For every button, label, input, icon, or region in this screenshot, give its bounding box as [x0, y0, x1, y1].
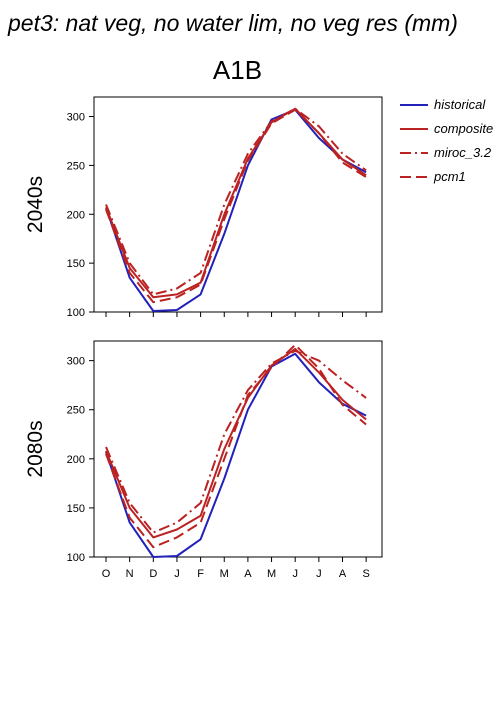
- x-tick-label: O: [102, 568, 111, 580]
- y-tick-label: 200: [67, 454, 85, 466]
- series-line-composite: [105, 347, 367, 539]
- x-tick-label: J: [316, 568, 322, 580]
- panel-2080s: 100 150 200 250 300 O N D J F M A M J J A S 2080s: [24, 340, 383, 580]
- panel-label: 2080s: [24, 420, 47, 477]
- y-tick-label: 150: [67, 503, 85, 515]
- scenario-title: A1B: [212, 55, 263, 85]
- y-tick-label: 250: [67, 160, 85, 172]
- x-tick-label: S: [362, 568, 369, 580]
- y-tick-label: 100: [67, 552, 85, 564]
- series-line-pcm1: [105, 343, 367, 549]
- x-tick-label: A: [339, 568, 347, 580]
- series-line-historical: [105, 352, 367, 558]
- plot-frame: [93, 96, 383, 313]
- legend-label: miroc_3.2: [434, 145, 492, 160]
- y-tick-label: 200: [67, 209, 85, 221]
- series-line-miroc-3-2: [105, 349, 367, 534]
- x-tick-label: A: [244, 568, 252, 580]
- y-tick-label: 100: [67, 307, 85, 319]
- y-tick-label: 300: [67, 112, 85, 124]
- x-tick-label: N: [126, 568, 134, 580]
- series-line-composite: [105, 107, 367, 299]
- x-tick-label: M: [267, 568, 276, 580]
- y-tick-label: 250: [67, 405, 85, 417]
- legend-label: historical: [434, 97, 486, 112]
- series-line-miroc-3-2: [105, 107, 367, 296]
- x-tick-label: M: [220, 568, 229, 580]
- y-tick-label: 150: [67, 258, 85, 270]
- x-tick-label: J: [292, 568, 298, 580]
- page-title: pet3: nat veg, no water lim, no veg res …: [8, 10, 458, 36]
- plot-frame: [93, 340, 383, 558]
- legend-label: composite: [434, 121, 493, 136]
- x-tick-label: F: [197, 568, 204, 580]
- x-tick-label: D: [149, 568, 157, 580]
- legend: historical composite miroc_3.2 pcm1: [400, 97, 493, 184]
- y-tick-label: 300: [67, 356, 85, 368]
- series-line-historical: [105, 108, 367, 312]
- panel-2040s: 100 150 200 250 300 2040s: [24, 96, 383, 319]
- series-line-pcm1: [105, 108, 367, 304]
- x-tick-label: J: [174, 568, 180, 580]
- panel-label: 2040s: [24, 176, 47, 233]
- legend-label: pcm1: [433, 169, 466, 184]
